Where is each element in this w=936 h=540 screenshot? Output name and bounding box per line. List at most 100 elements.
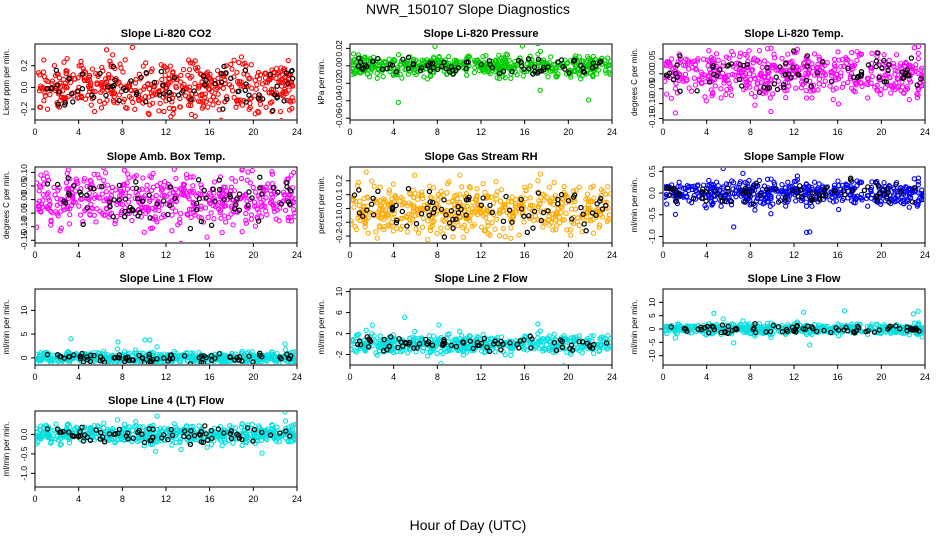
reference-point bbox=[694, 88, 700, 94]
data-point bbox=[177, 185, 184, 192]
data-point bbox=[782, 87, 788, 94]
data-point bbox=[685, 66, 692, 72]
reference-point bbox=[236, 357, 242, 363]
reference-point bbox=[819, 59, 826, 65]
data-point bbox=[605, 62, 611, 69]
x-tick-label: 20 bbox=[876, 127, 886, 137]
reference-point bbox=[450, 225, 456, 231]
data-point bbox=[554, 211, 560, 217]
reference-point bbox=[427, 68, 433, 74]
reference-point bbox=[589, 65, 596, 71]
data-point bbox=[506, 212, 513, 218]
reference-point bbox=[881, 191, 887, 197]
data-point bbox=[159, 76, 165, 83]
data-point bbox=[147, 337, 153, 343]
y-axis-label: percent per min. bbox=[317, 176, 326, 234]
data-point bbox=[546, 222, 552, 228]
reference-point bbox=[555, 201, 561, 207]
data-point bbox=[143, 210, 149, 216]
data-point bbox=[752, 102, 758, 108]
data-point bbox=[444, 190, 450, 196]
data-point bbox=[97, 208, 103, 214]
data-point bbox=[369, 178, 375, 184]
data-point bbox=[547, 198, 553, 204]
reference-point bbox=[242, 67, 249, 74]
reference-point bbox=[580, 65, 586, 72]
reference-point bbox=[597, 60, 603, 66]
x-tick-label: 24 bbox=[607, 250, 617, 260]
data-point bbox=[529, 202, 536, 209]
data-point bbox=[496, 52, 502, 58]
data-point bbox=[482, 189, 488, 196]
y-tick-label: 0.00 bbox=[19, 191, 29, 208]
x-tick-label: 0 bbox=[347, 127, 352, 137]
reference-point bbox=[500, 68, 507, 75]
data-point bbox=[281, 198, 287, 204]
reference-point bbox=[410, 62, 417, 68]
reference-point bbox=[518, 196, 524, 203]
x-tick-label: 8 bbox=[435, 250, 440, 260]
reference-point bbox=[789, 187, 796, 194]
data-point bbox=[204, 234, 210, 240]
data-point bbox=[380, 208, 386, 214]
data-point bbox=[180, 191, 186, 197]
data-point bbox=[41, 57, 47, 63]
data-point bbox=[561, 216, 567, 223]
data-point bbox=[208, 210, 214, 216]
data-point bbox=[700, 56, 707, 62]
data-point bbox=[106, 71, 112, 78]
data-point bbox=[532, 213, 539, 219]
data-point bbox=[435, 192, 442, 198]
data-point bbox=[268, 89, 275, 95]
reference-point bbox=[458, 206, 464, 212]
data-point bbox=[109, 184, 116, 190]
data-point bbox=[420, 224, 426, 230]
data-point bbox=[351, 68, 354, 74]
data-point bbox=[754, 80, 760, 86]
data-point bbox=[916, 148, 920, 152]
data-point bbox=[381, 226, 387, 233]
data-point bbox=[144, 182, 150, 188]
data-point bbox=[541, 338, 547, 344]
data-point bbox=[541, 197, 547, 203]
page-title: NWR_150107 Slope Diagnostics bbox=[366, 1, 570, 17]
data-point bbox=[91, 195, 98, 201]
data-point bbox=[569, 219, 575, 225]
data-point bbox=[802, 0, 806, 1]
data-point bbox=[262, 203, 268, 209]
reference-point bbox=[166, 89, 173, 96]
data-point bbox=[282, 86, 288, 93]
data-point bbox=[835, 178, 841, 184]
data-point bbox=[386, 201, 392, 208]
reference-point bbox=[722, 198, 728, 205]
data-point bbox=[865, 76, 871, 82]
data-point bbox=[736, 67, 742, 73]
reference-point bbox=[536, 68, 542, 75]
data-point bbox=[112, 220, 118, 227]
data-point bbox=[562, 192, 568, 198]
data-point bbox=[752, 75, 758, 82]
reference-point bbox=[160, 198, 167, 204]
data-point bbox=[807, 78, 813, 85]
reference-point bbox=[62, 100, 69, 106]
data-point bbox=[693, 187, 699, 193]
reference-point bbox=[558, 191, 565, 198]
data-point bbox=[177, 220, 183, 226]
data-point bbox=[698, 69, 704, 76]
reference-point bbox=[356, 210, 362, 216]
data-point bbox=[403, 213, 409, 219]
data-point bbox=[496, 208, 503, 214]
reference-point bbox=[463, 65, 469, 72]
data-point bbox=[291, 199, 296, 205]
data-point bbox=[493, 178, 499, 185]
data-point bbox=[901, 201, 907, 207]
data-point bbox=[377, 333, 383, 339]
reference-point bbox=[797, 183, 803, 189]
x-tick-label: 20 bbox=[563, 127, 573, 137]
data-point bbox=[705, 73, 711, 79]
reference-point bbox=[848, 175, 854, 181]
data-point bbox=[863, 195, 870, 202]
x-tick-label: 16 bbox=[833, 250, 843, 260]
data-point bbox=[840, 81, 847, 87]
reference-point bbox=[75, 88, 81, 95]
